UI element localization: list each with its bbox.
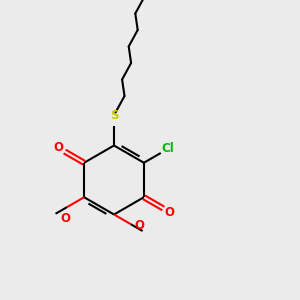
Text: Cl: Cl — [162, 142, 174, 155]
Text: S: S — [110, 110, 118, 122]
Text: O: O — [61, 212, 71, 225]
Text: O: O — [53, 141, 63, 154]
Text: O: O — [134, 219, 145, 232]
Text: O: O — [165, 206, 175, 219]
